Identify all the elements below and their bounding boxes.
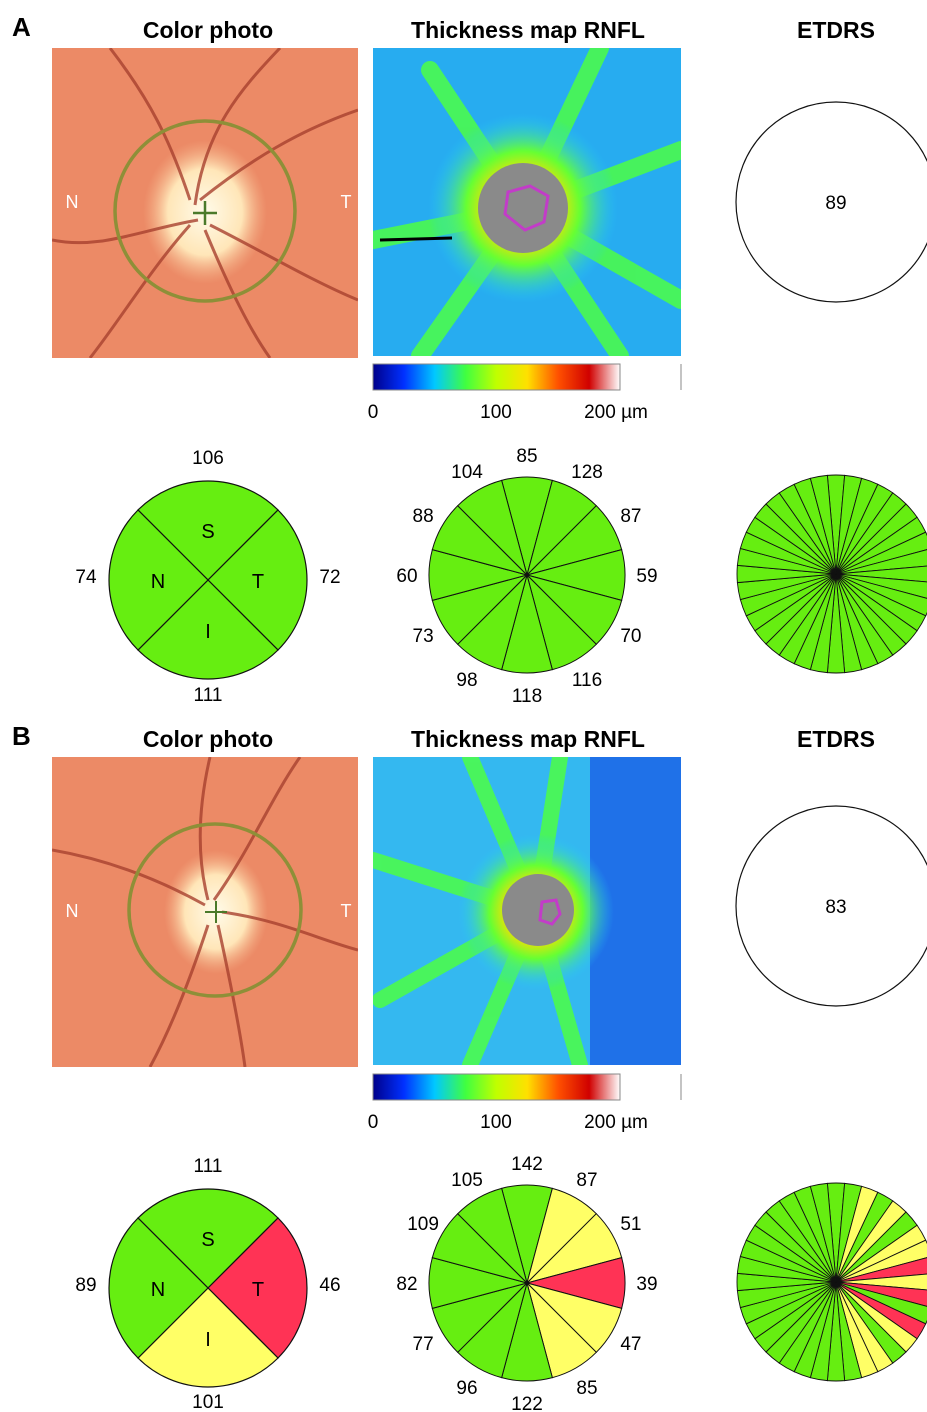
quadrant-t-label-b: T xyxy=(252,1279,264,1301)
etdrs-circle-b xyxy=(735,805,927,1007)
quadrant-t-sector-b xyxy=(207,1217,308,1359)
quadrant-n-label-b: N xyxy=(151,1279,165,1301)
photo-nasal-label-a: N xyxy=(66,192,79,212)
clock-hour-value-4-b: 39 xyxy=(636,1274,657,1295)
clock-hour-value-2-b: 87 xyxy=(576,1170,597,1191)
clock-hour-value-12-b: 105 xyxy=(451,1170,483,1191)
clock-hour-value-12-a: 104 xyxy=(451,462,483,483)
title-etdrs-b: ETDRS xyxy=(797,726,875,752)
clock-hour-value-5-a: 70 xyxy=(620,626,641,647)
clock-hour-value-3-b: 51 xyxy=(620,1214,641,1235)
sector-36-wedge-10-a xyxy=(835,565,927,583)
clock-hour-value-7-a: 118 xyxy=(512,686,542,707)
quadrant-i-sector-a xyxy=(137,579,279,680)
quadrant-i-label-b: I xyxy=(205,1329,211,1351)
title-color-photo-a: Color photo xyxy=(143,17,273,43)
quadrant-i-sector-b xyxy=(137,1287,279,1388)
clock-hour-value-5-b: 47 xyxy=(620,1334,641,1355)
clock-hour-value-4-a: 59 xyxy=(636,566,657,587)
clock-hour-value-8-a: 98 xyxy=(456,670,477,691)
clock-hour-value-2-a: 128 xyxy=(571,462,603,483)
colorbar-tick-100-b: 100 xyxy=(480,1112,512,1133)
colorbar-tick-100-a: 100 xyxy=(480,402,512,423)
photo-temporal-label-a: T xyxy=(341,192,352,212)
clock-hour-value-6-a: 116 xyxy=(572,670,602,691)
sector-36-chart-a xyxy=(736,474,927,674)
panel-letter-a: A xyxy=(12,12,31,42)
sector-36-wedge-8-a xyxy=(835,531,927,575)
clock-hour-sector-12-b xyxy=(456,1187,528,1285)
etdrs-circle-a xyxy=(735,101,927,303)
clock-hour-value-7-b: 122 xyxy=(511,1394,543,1412)
clock-hour-value-10-b: 82 xyxy=(396,1274,417,1295)
quadrant-inferior-value-b: 101 xyxy=(192,1392,224,1412)
fundus-photo-a xyxy=(52,48,358,358)
clock-hour-value-8-b: 96 xyxy=(456,1378,477,1399)
fundus-photo-b xyxy=(52,757,358,1067)
title-color-photo-b: Color photo xyxy=(143,726,273,752)
etdrs-value-a: 89 xyxy=(825,193,846,214)
quadrant-t-label-a: T xyxy=(252,571,264,593)
thickness-map-b xyxy=(373,757,681,1065)
sector-36-chart-b xyxy=(736,1182,927,1382)
title-etdrs-a: ETDRS xyxy=(797,17,875,43)
quadrant-t-sector-a xyxy=(207,509,308,651)
colorbar-tick-200-a: 200 µm xyxy=(584,402,648,423)
quadrant-temporal-value-b: 46 xyxy=(319,1275,340,1296)
quadrant-s-label-a: S xyxy=(201,521,214,543)
colorbar-tick-200-b: 200 µm xyxy=(584,1112,648,1133)
etdrs-value-b: 83 xyxy=(825,897,846,918)
quadrant-chart-b: S T I N xyxy=(108,1188,308,1388)
clock-hour-value-3-a: 87 xyxy=(620,506,641,527)
clock-hour-value-6-b: 85 xyxy=(576,1378,597,1399)
sector-36-wedge-8-b xyxy=(835,1239,927,1283)
colorbar-b: 0 100 200 µm xyxy=(368,1073,682,1133)
clock-hour-chart-b: 142 87 51 39 47 85 122 96 77 82 109 105 xyxy=(396,1154,657,1412)
clock-hour-value-11-a: 88 xyxy=(413,506,434,527)
panel-b: B Color photo Thickness map RNFL ETDRS N… xyxy=(12,721,927,1412)
quadrant-n-label-a: N xyxy=(151,571,165,593)
sector-36-wedge-36-a xyxy=(809,474,837,575)
quadrant-nasal-value-a: 74 xyxy=(75,567,97,588)
photo-nasal-label-b: N xyxy=(66,901,79,921)
quadrant-chart-a: S T I N xyxy=(108,480,308,680)
colorbar-a: 0 100 200 µm xyxy=(368,363,682,423)
quadrant-s-label-b: S xyxy=(201,1229,214,1251)
clock-hour-value-9-b: 77 xyxy=(413,1334,434,1355)
colorbar-tick-0-a: 0 xyxy=(368,402,379,423)
quadrant-i-label-a: I xyxy=(205,621,211,643)
quadrant-s-sector-b xyxy=(137,1188,279,1289)
quadrant-n-sector-b xyxy=(108,1217,209,1359)
clock-hour-value-1-b: 142 xyxy=(511,1154,543,1175)
photo-temporal-label-b: T xyxy=(341,901,352,921)
quadrant-superior-value-a: 106 xyxy=(192,448,224,469)
quadrant-n-sector-a xyxy=(108,509,209,651)
quadrant-s-sector-a xyxy=(137,480,279,581)
clock-hour-value-11-b: 109 xyxy=(407,1214,439,1235)
clock-hour-value-1-a: 85 xyxy=(516,446,537,467)
panel-a: A Color photo Thickness map RNFL ETDRS xyxy=(12,12,927,707)
panel-letter-b: B xyxy=(12,721,31,751)
title-thickness-map-a: Thickness map RNFL xyxy=(411,17,645,43)
quadrant-superior-value-b: 111 xyxy=(194,1156,223,1177)
title-thickness-map-b: Thickness map RNFL xyxy=(411,726,645,752)
quadrant-inferior-value-a: 111 xyxy=(194,685,223,706)
quadrant-temporal-value-a: 72 xyxy=(319,567,340,588)
colorbar-tick-0-b: 0 xyxy=(368,1112,379,1133)
thickness-map-a xyxy=(373,48,681,356)
quadrant-nasal-value-b: 89 xyxy=(75,1275,96,1296)
sector-36-wedge-36-b xyxy=(809,1182,837,1283)
clock-hour-chart-a: 85 128 87 59 70 116 118 98 73 60 88 104 xyxy=(396,446,657,707)
clock-hour-value-9-a: 73 xyxy=(413,626,434,647)
sector-36-wedge-10-b xyxy=(835,1273,927,1291)
clock-hour-value-10-a: 60 xyxy=(396,566,417,587)
clock-hour-sector-12-a xyxy=(456,479,528,577)
